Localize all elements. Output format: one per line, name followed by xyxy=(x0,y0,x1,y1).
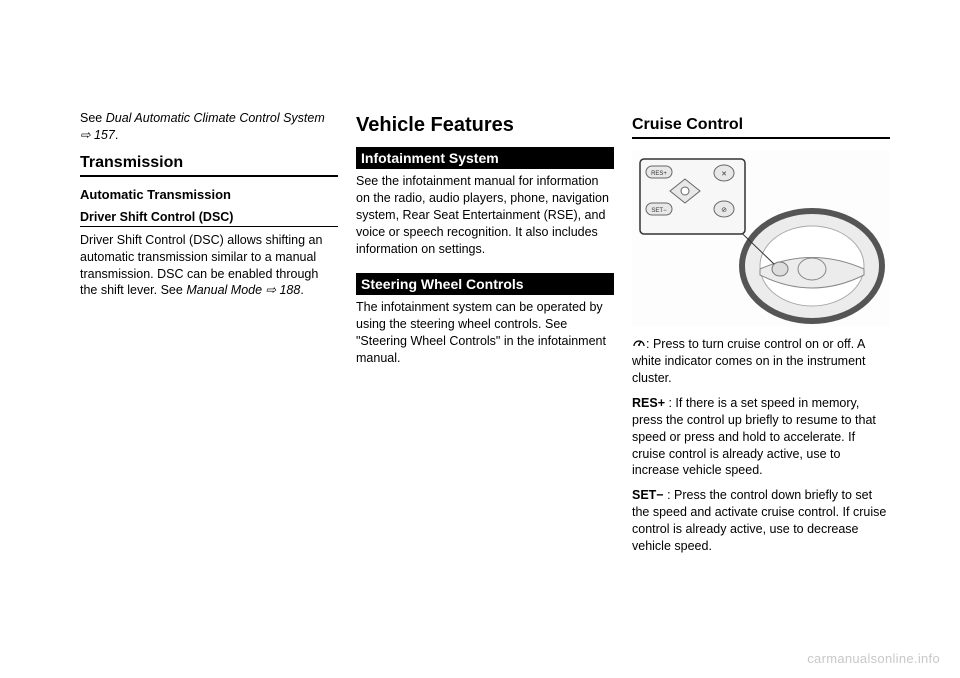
heading-auto-transmission: Automatic Transmission xyxy=(80,187,338,202)
heading-steering-controls: Steering Wheel Controls xyxy=(356,273,614,295)
text: . xyxy=(300,283,303,297)
set-minus-entry: SET− : Press the control down briefly to… xyxy=(632,487,890,555)
steering-body: The infotainment system can be operated … xyxy=(356,299,614,367)
heading-vehicle-features: Vehicle Features xyxy=(356,114,614,137)
watermark: carmanualsonline.info xyxy=(807,651,940,666)
heading-infotainment: Infotainment System xyxy=(356,147,614,169)
res-plus-label: RES+ xyxy=(651,171,667,177)
definition: : Press to turn cruise control on or off… xyxy=(632,337,865,385)
infotainment-body: See the infotainment manual for informat… xyxy=(356,173,614,257)
set-minus-label: SET− xyxy=(651,208,667,214)
text: See xyxy=(80,111,106,125)
heading-cruise-control: Cruise Control xyxy=(632,116,890,139)
term: RES+ xyxy=(632,396,668,410)
column-left: See Dual Automatic Climate Control Syste… xyxy=(80,110,338,563)
mute-label: ✕ xyxy=(721,171,727,178)
column-middle: Vehicle Features Infotainment System See… xyxy=(356,110,614,563)
term: SET− xyxy=(632,488,667,502)
heading-transmission: Transmission xyxy=(80,154,338,177)
climate-see-text: See Dual Automatic Climate Control Syste… xyxy=(80,110,338,144)
definition: : Press the control down briefly to set … xyxy=(632,488,886,553)
cruise-control-illustration: RES+ SET− ✕ ⊘ xyxy=(632,151,890,326)
cruise-icon xyxy=(632,336,646,353)
dsc-body: Driver Shift Control (DSC) allows shifti… xyxy=(80,232,338,300)
page: See Dual Automatic Climate Control Syste… xyxy=(0,0,960,583)
spacer xyxy=(356,261,614,269)
definition: : If there is a set speed in memory, pre… xyxy=(632,396,876,478)
cancel-label: ⊘ xyxy=(721,207,727,214)
steering-wheel-icon xyxy=(742,211,882,321)
res-plus-entry: RES+ : If there is a set speed in memory… xyxy=(632,395,890,479)
control-zoom-panel: RES+ SET− ✕ ⊘ xyxy=(640,159,745,234)
text: . xyxy=(115,128,118,142)
cross-ref: Manual Mode ⇨ 188 xyxy=(186,283,300,297)
column-right: Cruise Control xyxy=(632,110,890,563)
heading-dsc: Driver Shift Control (DSC) xyxy=(80,210,338,227)
cruise-on-off-entry: : Press to turn cruise control on or off… xyxy=(632,336,890,387)
